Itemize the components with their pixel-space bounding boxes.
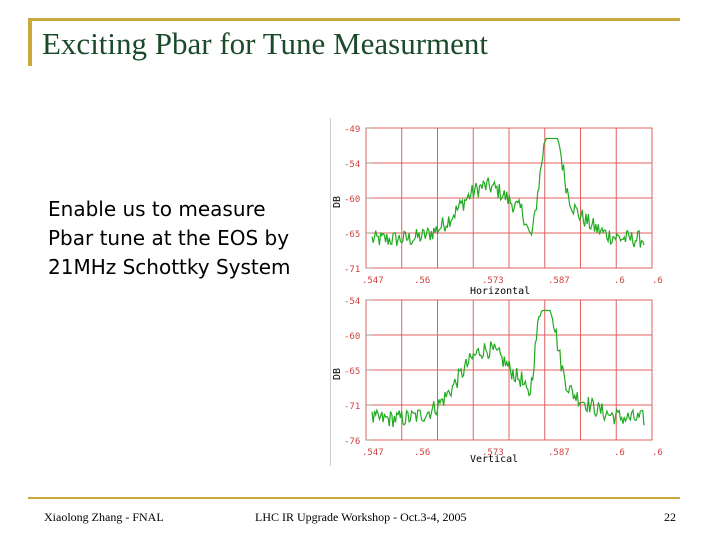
footer-event: LHC IR Upgrade Workshop - Oct.3-4, 2005: [255, 510, 467, 524]
body-line-1: Enable us to measure: [48, 197, 266, 221]
vertical-y-tick-label: -54: [344, 297, 360, 307]
horizontal-x-tick-label: .587: [548, 276, 570, 286]
body-text: Enable us to measure Pbar tune at the EO…: [48, 195, 318, 282]
vertical-y-tick-label: -76: [344, 437, 360, 447]
vertical-spectrum-trace: [371, 309, 645, 428]
vertical-x-tick-label: .573: [482, 448, 504, 458]
vertical-y-tick-label: -65: [344, 367, 360, 377]
vertical-y-tick-label: -60: [344, 332, 360, 342]
schottky-spectrum-plot: -49 -54 -60 -65 -71 DB .547 .56 .573 .587 .6 .613 Ho…: [330, 118, 664, 466]
title-accent-bar: [28, 18, 32, 66]
horizontal-y-tick-label: -71: [344, 265, 360, 275]
vertical-x-tick-label: .6: [614, 448, 625, 458]
horizontal-panel-label: Horizontal: [470, 286, 530, 297]
horizontal-x-tick-label: .547: [362, 276, 384, 286]
vertical-y-axis-label: DB: [332, 368, 343, 380]
horizontal-spectrum-trace: [371, 137, 645, 248]
horizontal-x-tick-label: .56: [414, 276, 430, 286]
vertical-x-tick-label: .587: [548, 448, 570, 458]
vertical-panel-label: Vertical: [470, 454, 518, 465]
vertical-y-tick-label: -71: [344, 402, 360, 412]
horizontal-x-tick-label: .613: [652, 276, 664, 286]
body-line-3: 21MHz Schottky System: [48, 255, 291, 279]
vertical-x-tick-label: .56: [414, 448, 430, 458]
title-accent-line: [28, 18, 680, 21]
horizontal-y-tick-label: -49: [344, 125, 360, 135]
footer-line: [28, 497, 680, 499]
horizontal-y-tick-label: -54: [344, 160, 360, 170]
horizontal-x-tick-label: .573: [482, 276, 504, 286]
horizontal-y-tick-label: -65: [344, 230, 360, 240]
page-number: 22: [664, 510, 676, 524]
footer-author: Xiaolong Zhang - FNAL: [44, 510, 164, 524]
horizontal-x-tick-label: .6: [614, 276, 625, 286]
horizontal-y-tick-label: -60: [344, 195, 360, 205]
vertical-x-tick-label: .613: [652, 448, 664, 458]
vertical-x-tick-label: .547: [362, 448, 384, 458]
horizontal-y-axis-label: DB: [332, 196, 343, 208]
slide-title: Exciting Pbar for Tune Measurment: [42, 26, 489, 61]
body-line-2: Pbar tune at the EOS by: [48, 226, 290, 250]
